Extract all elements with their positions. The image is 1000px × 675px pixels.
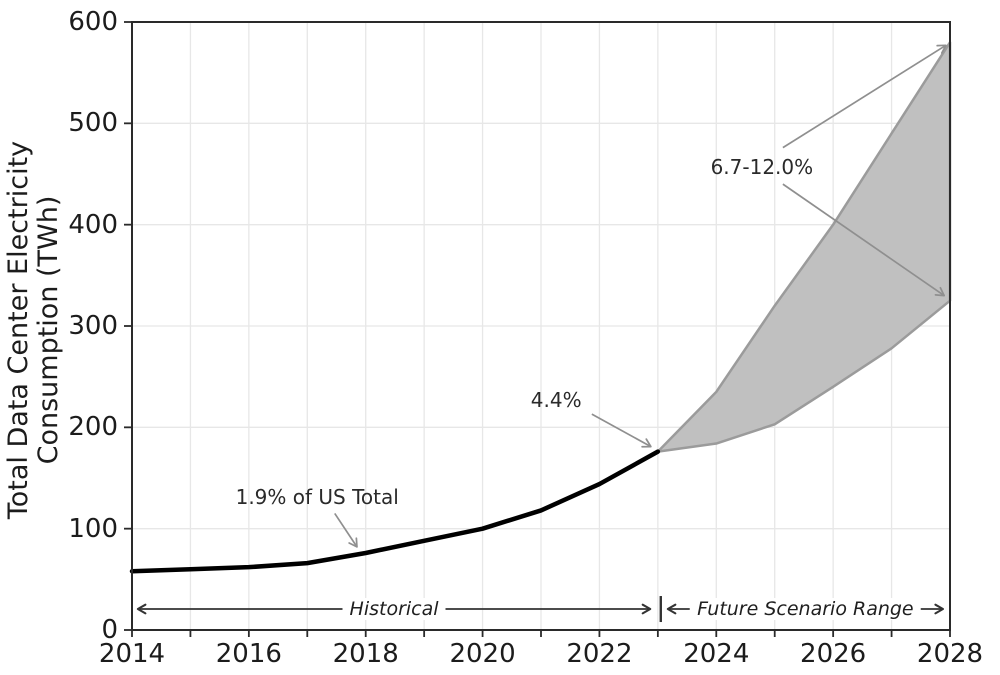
y-axis-title-line2: Consumption (TWh) — [33, 195, 64, 465]
annotation-arrows — [334, 44, 947, 548]
annotation-1-9-percent-label: 1.9% of US Total — [235, 485, 399, 510]
y-axis-title-line1: Total Data Center Electricity — [2, 140, 34, 520]
tick-marks — [124, 21, 951, 637]
y-axis-title: Total Data Center Electricity Consumptio… — [2, 140, 64, 520]
historical-line — [129, 449, 661, 574]
annotation-4-4-percent-label: 4.4% — [530, 387, 582, 412]
future-scenario-band — [656, 41, 952, 453]
future-scenario-range-label: Future Scenario Range — [690, 598, 921, 621]
historical-range-label: Historical — [342, 598, 446, 621]
annotation-6-7-12-percent-label: 6.7-12.0% — [710, 154, 814, 179]
